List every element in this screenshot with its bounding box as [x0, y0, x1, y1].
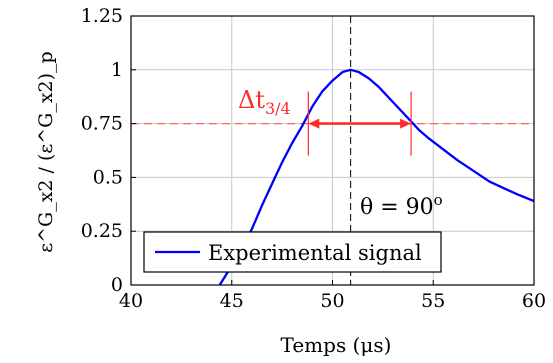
x-tick-label: 45 — [220, 290, 244, 312]
x-tick-label: 55 — [421, 290, 445, 312]
y-tick-label: 0.25 — [81, 220, 123, 242]
y-tick-label: 1.25 — [81, 5, 123, 27]
y-tick-label: 0 — [111, 274, 123, 296]
delta-t-label-main: Δt — [238, 86, 265, 114]
y-axis-label: ε^G_x2 / (ε^G_x2)_p — [35, 51, 57, 252]
legend: Experimental signal — [143, 231, 442, 273]
delta-arrowhead-right — [400, 118, 412, 129]
x-axis-label: Temps (μs) — [281, 333, 392, 357]
series-line — [218, 68, 535, 286]
y-tick-labels: 0 0.25 0.5 0.75 1 1.25 — [81, 5, 136, 296]
legend-label: Experimental signal — [208, 241, 422, 265]
y-tick-label: 0.5 — [93, 166, 123, 188]
y-tick-label: 0.75 — [81, 113, 123, 135]
x-tick-label: 40 — [119, 290, 143, 312]
x-tick-label: 50 — [320, 290, 344, 312]
delta-annotation — [307, 91, 412, 156]
delta-arrowhead-left — [308, 118, 320, 129]
theta-label-main: θ = 90 — [360, 195, 434, 220]
theta-label: θ = 90o — [360, 191, 443, 220]
series-layer — [218, 68, 535, 286]
x-tick-labels: 40 45 50 55 60 — [119, 280, 546, 312]
x-tick-label: 60 — [522, 290, 546, 312]
delta-t-label: Δt3/4 — [238, 86, 291, 118]
y-tick-label: 1 — [111, 59, 123, 81]
delta-t-label-sub: 3/4 — [265, 99, 291, 118]
theta-label-sup: o — [434, 191, 443, 209]
